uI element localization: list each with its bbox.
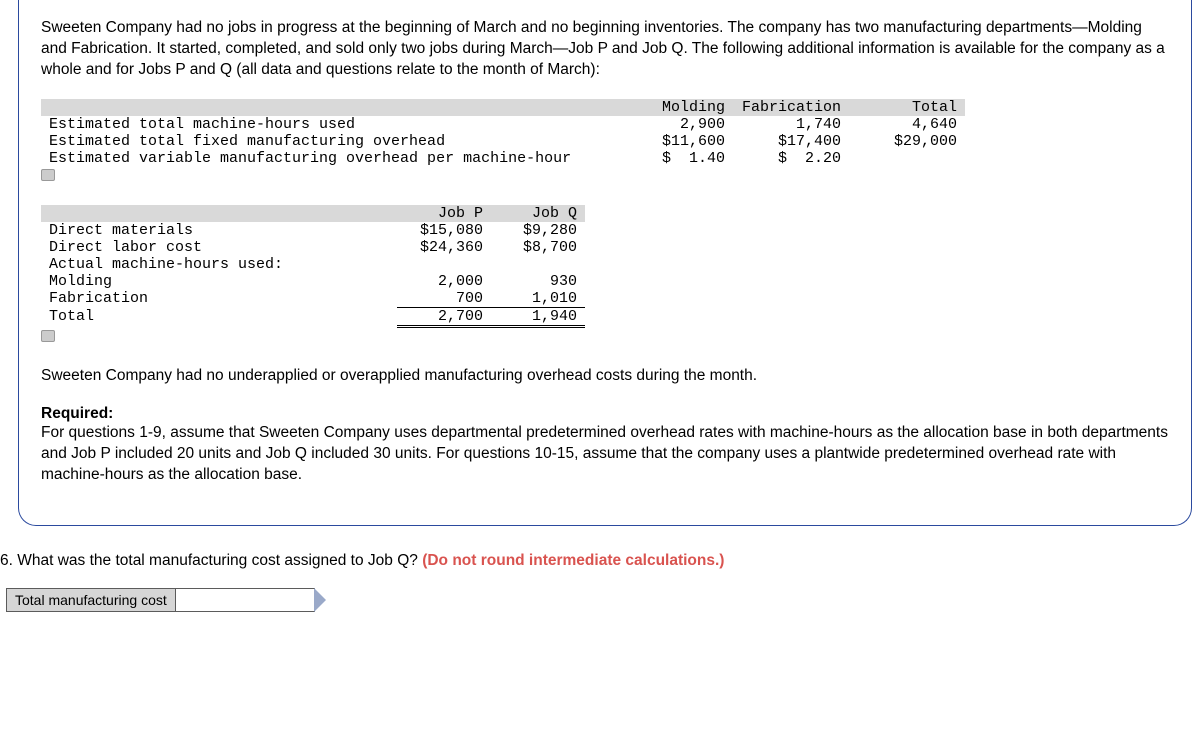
row-label: Estimated variable manufacturing overhea…: [41, 150, 617, 167]
cell: 2,900: [617, 116, 733, 133]
header-job-q: Job Q: [491, 205, 585, 222]
header-blank: [41, 99, 617, 116]
cell: $9,280: [491, 222, 585, 239]
table-row: Estimated total fixed manufacturing over…: [41, 133, 965, 150]
table-header-row: Job P Job Q: [41, 205, 585, 222]
problem-card: Sweeten Company had no jobs in progress …: [18, 0, 1192, 526]
scrollbar-stub: [41, 169, 1169, 177]
table-row: Fabrication 700 1,010: [41, 290, 585, 308]
cell: $17,400: [733, 133, 849, 150]
cell: 700: [397, 290, 491, 308]
cell: 1,940: [491, 307, 585, 326]
cell: 2,700: [397, 307, 491, 326]
cell: 930: [491, 273, 585, 290]
row-label: Estimated total fixed manufacturing over…: [41, 133, 617, 150]
row-label: Estimated total machine-hours used: [41, 116, 617, 133]
cell: 1,010: [491, 290, 585, 308]
row-label: Direct labor cost: [41, 239, 397, 256]
row-label: Direct materials: [41, 222, 397, 239]
intro-text: Sweeten Company had no jobs in progress …: [41, 18, 1169, 81]
cell: $ 2.20: [733, 150, 849, 167]
answer-input[interactable]: [176, 588, 315, 612]
note-text: Sweeten Company had no underapplied or o…: [41, 366, 1169, 387]
row-label: Molding: [41, 273, 397, 290]
cell: $8,700: [491, 239, 585, 256]
header-job-p: Job P: [397, 205, 491, 222]
cell: 1,740: [733, 116, 849, 133]
table-row: Molding 2,000 930: [41, 273, 585, 290]
cell: $ 1.40: [617, 150, 733, 167]
overhead-table: Molding Fabrication Total Estimated tota…: [41, 99, 965, 167]
row-label: Fabrication: [41, 290, 397, 308]
row-label: Actual machine-hours used:: [41, 256, 397, 273]
table-row: Direct labor cost $24,360 $8,700: [41, 239, 585, 256]
table-row: Estimated total machine-hours used 2,900…: [41, 116, 965, 133]
question-hint: (Do not round intermediate calculations.…: [422, 552, 724, 569]
answer-tab-icon: [314, 588, 326, 612]
table-row: Total 2,700 1,940: [41, 307, 585, 326]
answer-label: Total manufacturing cost: [6, 588, 176, 612]
cell: 2,000: [397, 273, 491, 290]
required-label: Required:: [41, 405, 113, 422]
question-number: 6.: [0, 552, 13, 569]
row-label: Total: [41, 307, 397, 326]
header-total: Total: [849, 99, 965, 116]
cell: [849, 150, 965, 167]
question-text: What was the total manufacturing cost as…: [17, 552, 422, 569]
header-blank: [41, 205, 397, 222]
job-table: Job P Job Q Direct materials $15,080 $9,…: [41, 205, 585, 328]
table-row: Actual machine-hours used:: [41, 256, 585, 273]
cell: $11,600: [617, 133, 733, 150]
question-line: 6. What was the total manufacturing cost…: [0, 552, 1200, 570]
cell: $29,000: [849, 133, 965, 150]
cell: $15,080: [397, 222, 491, 239]
table-header-row: Molding Fabrication Total: [41, 99, 965, 116]
cell: [397, 256, 491, 273]
cell: 4,640: [849, 116, 965, 133]
required-text: For questions 1-9, assume that Sweeten C…: [41, 424, 1168, 483]
answer-row: Total manufacturing cost: [6, 588, 1200, 612]
cell: [491, 256, 585, 273]
table-row: Direct materials $15,080 $9,280: [41, 222, 585, 239]
table-row: Estimated variable manufacturing overhea…: [41, 150, 965, 167]
scrollbar-stub: [41, 330, 1169, 338]
cell: $24,360: [397, 239, 491, 256]
header-molding: Molding: [617, 99, 733, 116]
header-fabrication: Fabrication: [733, 99, 849, 116]
